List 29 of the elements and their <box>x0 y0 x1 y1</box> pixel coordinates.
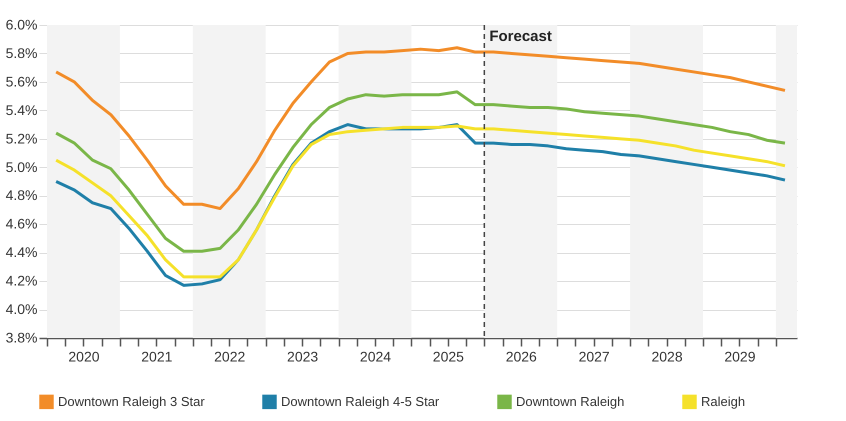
y-tick-label: 4.2% <box>6 272 38 289</box>
y-tick-label: 4.0% <box>6 301 38 318</box>
x-tick-label: 2022 <box>214 348 246 364</box>
y-tick-label: 3.8% <box>6 330 38 346</box>
x-tick-label: 2029 <box>724 348 756 364</box>
x-tick-label: 2023 <box>287 348 318 364</box>
legend-label: Downtown Raleigh 3 Star <box>58 394 206 409</box>
y-tick-label: 5.6% <box>6 73 38 90</box>
x-tick-label: 2028 <box>651 348 683 364</box>
x-tick-label: 2027 <box>578 348 610 364</box>
y-tick-label: 4.4% <box>6 244 38 260</box>
legend-label: Downtown Raleigh 4-5 Star <box>281 394 440 409</box>
line-series <box>54 90 786 253</box>
y-tick-label: 5.0% <box>6 158 38 175</box>
legend-label: Downtown Raleigh <box>516 394 624 409</box>
y-tick-label: 4.8% <box>6 187 38 204</box>
x-tick-label: 2024 <box>360 348 392 364</box>
y-tick-label: 6.0% <box>6 16 38 32</box>
x-tick-label: 2026 <box>506 348 538 364</box>
legend-label: Raleigh <box>701 394 746 409</box>
ref-line-label: Forecast <box>489 28 552 45</box>
y-tick-label: 5.4% <box>6 102 38 118</box>
line-series <box>54 46 786 210</box>
y-tick-label: 5.2% <box>6 130 38 146</box>
y-tick-label: 4.6% <box>6 216 38 232</box>
x-tick-label: 2021 <box>141 348 173 364</box>
x-tick-label: 2020 <box>68 348 100 364</box>
y-tick-label: 5.8% <box>6 44 38 61</box>
x-tick-label: 2025 <box>432 348 464 364</box>
